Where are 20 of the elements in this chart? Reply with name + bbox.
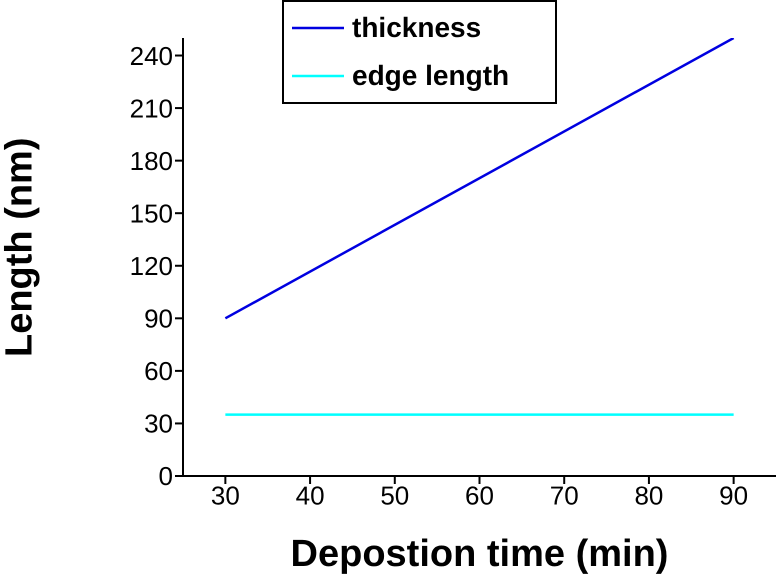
legend-label: edge length: [352, 60, 510, 92]
y-tick-label: 180: [130, 146, 173, 176]
x-tick-label: 60: [465, 480, 494, 510]
y-tick-label: 90: [144, 304, 173, 334]
y-axis-title: Length (nm): [0, 137, 40, 357]
x-axis-title: Depostion time (min): [290, 533, 668, 575]
y-tick-label: 30: [144, 408, 173, 439]
y-tick-label: 210: [130, 93, 173, 124]
y-tick-label: 0: [158, 461, 173, 492]
x-tick-label: 90: [719, 480, 748, 510]
y-tick-label: 240: [130, 40, 173, 71]
x-tick-label: 70: [550, 480, 579, 510]
y-tick-label: 120: [130, 250, 173, 281]
y-tick-label: 60: [144, 356, 173, 386]
x-tick-label: 50: [380, 480, 410, 510]
y-tick-label: 150: [130, 198, 173, 228]
x-tick-label: 40: [296, 480, 325, 510]
x-tick-label: 30: [210, 480, 240, 510]
legend-label: thickness: [352, 12, 482, 44]
x-tick-label: 80: [634, 480, 664, 510]
